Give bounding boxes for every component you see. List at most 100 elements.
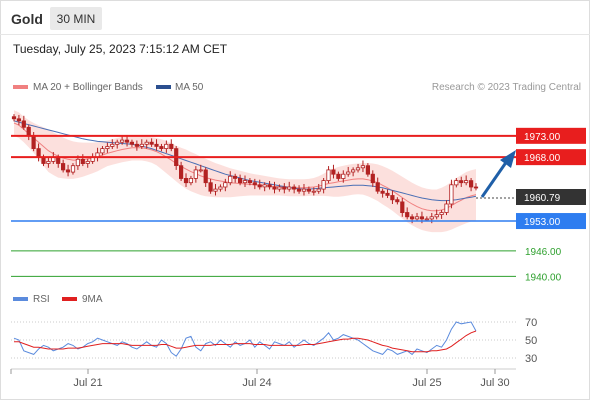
candle-body: [110, 143, 115, 147]
candle-body: [61, 163, 66, 171]
resistance-value: 1968.00: [524, 153, 561, 164]
candle-body: [124, 139, 130, 143]
level-1940.00: 1940.00: [11, 272, 562, 283]
symbol-title: Gold: [11, 11, 43, 27]
rsi-panel: 70 50 30: [11, 317, 537, 365]
candle-body: [326, 169, 331, 181]
candle: [159, 143, 164, 152]
candle: [326, 166, 331, 184]
candle-body: [321, 180, 326, 190]
level-1968.00: 1968.00: [11, 149, 586, 166]
candle-body: [370, 173, 375, 184]
candle-body: [169, 143, 174, 150]
bollinger-bands: [14, 110, 476, 233]
timeframe-badge[interactable]: 30 MIN: [50, 7, 102, 30]
candle-body: [75, 158, 80, 167]
candle: [154, 139, 159, 151]
candle-body: [144, 141, 149, 145]
candle: [232, 173, 238, 183]
candle-body: [115, 141, 120, 145]
candle: [218, 184, 223, 192]
candle-body: [360, 165, 366, 169]
candle-body: [424, 218, 429, 221]
timestamp: Tuesday, July 25, 2023 7:15:12 AM CET: [13, 42, 228, 56]
candle: [473, 183, 479, 191]
candle-body: [459, 180, 464, 184]
candle: [213, 183, 218, 196]
candle-body: [375, 182, 380, 192]
candle-body: [439, 212, 444, 215]
candle-body: [193, 169, 198, 179]
candle-body: [80, 158, 85, 165]
candle-body: [473, 186, 479, 189]
candle: [277, 184, 282, 192]
candle-body: [306, 188, 312, 192]
candle-body: [237, 177, 243, 184]
candle: [414, 212, 420, 222]
candle: [370, 170, 375, 187]
bollinger-band-area: [14, 110, 476, 233]
resistance-value: 1973.00: [524, 132, 561, 143]
candle-body: [301, 188, 307, 192]
candle-body: [346, 171, 351, 175]
x-tick-label: Jul 24: [242, 377, 271, 389]
candle-body: [198, 169, 203, 172]
candle-body: [341, 173, 346, 179]
candle-body: [267, 184, 272, 188]
candle-body: [247, 180, 252, 184]
candle-body: [385, 192, 390, 196]
candle: [321, 178, 326, 194]
candle: [459, 176, 464, 187]
candle-body: [129, 141, 134, 145]
candle: [242, 175, 248, 187]
candle-body: [178, 165, 184, 179]
resistance-tag: [516, 127, 586, 144]
candle: [287, 181, 292, 192]
candle: [365, 163, 371, 177]
candle-body: [272, 186, 277, 190]
candle: [208, 178, 213, 194]
target-value: 1946.00: [525, 247, 562, 258]
candle-body: [70, 165, 76, 173]
candle-body: [336, 173, 341, 179]
rsi-tick-50: 50: [525, 335, 537, 347]
candle: [439, 209, 444, 219]
candle: [463, 175, 469, 186]
candle: [301, 183, 307, 196]
candle-body: [213, 188, 218, 192]
candle-body: [232, 175, 238, 179]
candle-body: [296, 188, 302, 192]
candle: [223, 178, 228, 192]
candle-body: [11, 116, 17, 120]
candle-body: [120, 139, 125, 143]
candle: [336, 171, 341, 181]
ma50-legend-swatch: [156, 85, 171, 89]
x-axis: Jul 21 Jul 24 Jul 25 Jul 30: [10, 369, 510, 389]
candle-body: [395, 199, 400, 203]
candle: [267, 180, 272, 190]
candle: [11, 114, 17, 122]
candle-body: [409, 216, 415, 220]
candle-body: [434, 214, 439, 218]
forecast-arrow-shaft: [480, 160, 509, 198]
candle: [188, 175, 193, 186]
candle: [228, 171, 233, 186]
level-1953.00: 1953.00: [11, 213, 586, 230]
candle-body: [468, 180, 474, 188]
candle: [311, 187, 316, 196]
rsi-tick-70: 70: [525, 317, 537, 329]
candle: [169, 139, 174, 152]
candle-body: [242, 180, 248, 184]
candle: [331, 164, 336, 179]
candle: [316, 183, 321, 194]
candle-body: [65, 169, 71, 173]
candle: [178, 161, 184, 181]
candle: [390, 190, 395, 204]
candle-body: [46, 160, 51, 164]
rsi-tick-30: 30: [525, 353, 537, 365]
candlesticks: [11, 114, 479, 224]
target-value: 1940.00: [525, 272, 562, 283]
last-price-tag: [516, 189, 586, 205]
candle: [16, 114, 22, 126]
candle-body: [223, 182, 228, 188]
